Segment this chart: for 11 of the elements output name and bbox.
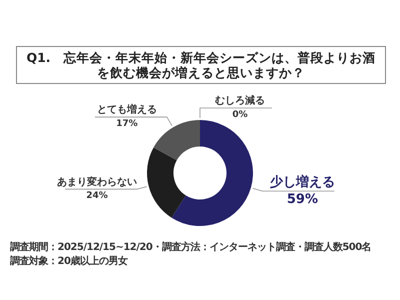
data-label: 59% [286, 192, 318, 208]
text: 調査対象：20歳以上の男女 [10, 255, 129, 269]
slice-label: とても増える [96, 104, 157, 116]
text: 0% [232, 110, 248, 120]
slice-label: 少し増える [268, 174, 335, 190]
data-label: 17% [116, 118, 138, 129]
data-label: 24% [86, 191, 108, 202]
text: 調査期間：2025/12/15~12/20・調査方法：インターネット調査・調査人数500名 [10, 241, 372, 255]
slice-label: あまり変わらない [57, 176, 138, 188]
category-label: むしろ減る [215, 96, 265, 107]
chart-title: Q1. 忘年会・年末年始・新年会シーズンは、普段よりお酒を飲む機会が増えると思いますか？ [16, 46, 386, 84]
